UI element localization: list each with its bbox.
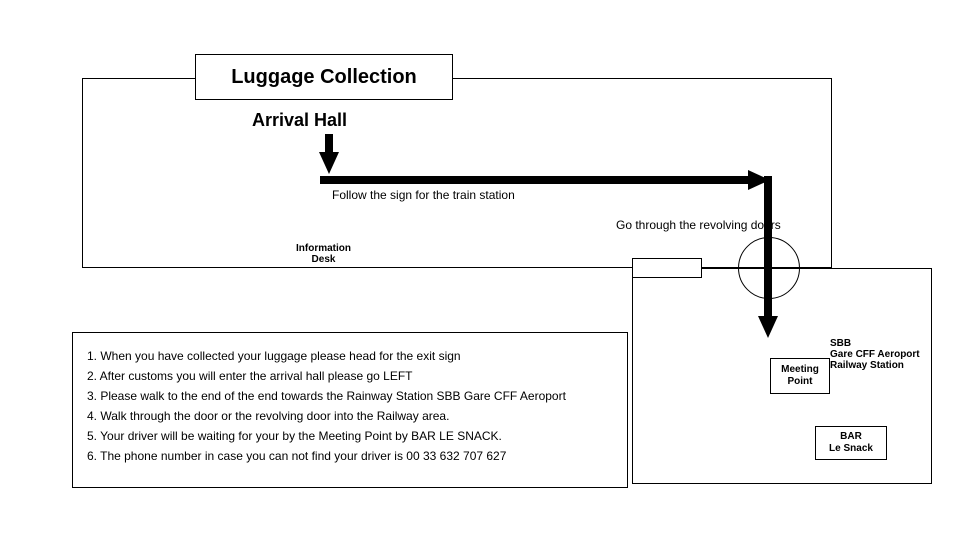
luggage-collection-label: Luggage Collection bbox=[231, 66, 417, 88]
arrow-arrival-down-shaft bbox=[325, 134, 333, 154]
information-desk-label: Information Desk bbox=[296, 243, 351, 265]
arrival-hall-outline bbox=[82, 78, 832, 268]
arrow-vertical-head-icon bbox=[758, 316, 778, 338]
bar-line2: Le Snack bbox=[829, 443, 873, 454]
instruction-5: 5. Your driver will be waiting for your … bbox=[87, 429, 613, 443]
arrow-vertical-shaft bbox=[764, 176, 772, 318]
arrival-hall-label: Arrival Hall bbox=[252, 110, 347, 131]
instruction-1: 1. When you have collected your luggage … bbox=[87, 349, 613, 363]
sbb-line2: Gare CFF Aeroport bbox=[830, 349, 920, 360]
meeting-point-line2: Point bbox=[788, 376, 813, 387]
revolving-doors-label: Go through the revolving doors bbox=[616, 218, 781, 232]
instruction-2: 2. After customs you will enter the arri… bbox=[87, 369, 613, 383]
door-rect bbox=[632, 258, 702, 278]
sbb-line1: SBB bbox=[830, 338, 851, 349]
meeting-point-line1: Meeting bbox=[781, 364, 819, 375]
sbb-line3: Railway Station bbox=[830, 360, 904, 371]
luggage-collection-box: Luggage Collection bbox=[195, 54, 453, 100]
instructions-box: 1. When you have collected your luggage … bbox=[72, 332, 628, 488]
sbb-station-label: SBB Gare CFF Aeroport Railway Station bbox=[830, 338, 920, 371]
arrow-arrival-down-head-icon bbox=[319, 152, 339, 174]
bar-le-snack-box: BAR Le Snack bbox=[815, 426, 887, 460]
instruction-6: 6. The phone number in case you can not … bbox=[87, 449, 613, 463]
bar-line1: BAR bbox=[840, 431, 862, 442]
meeting-point-box: Meeting Point bbox=[770, 358, 830, 394]
instruction-4: 4. Walk through the door or the revolvin… bbox=[87, 409, 613, 423]
follow-sign-label: Follow the sign for the train station bbox=[332, 188, 515, 202]
info-desk-line1: Information bbox=[296, 243, 351, 254]
arrow-horizontal-shaft bbox=[320, 176, 750, 184]
instruction-3: 3. Please walk to the end of the end tow… bbox=[87, 389, 613, 403]
info-desk-line2: Desk bbox=[312, 254, 336, 265]
